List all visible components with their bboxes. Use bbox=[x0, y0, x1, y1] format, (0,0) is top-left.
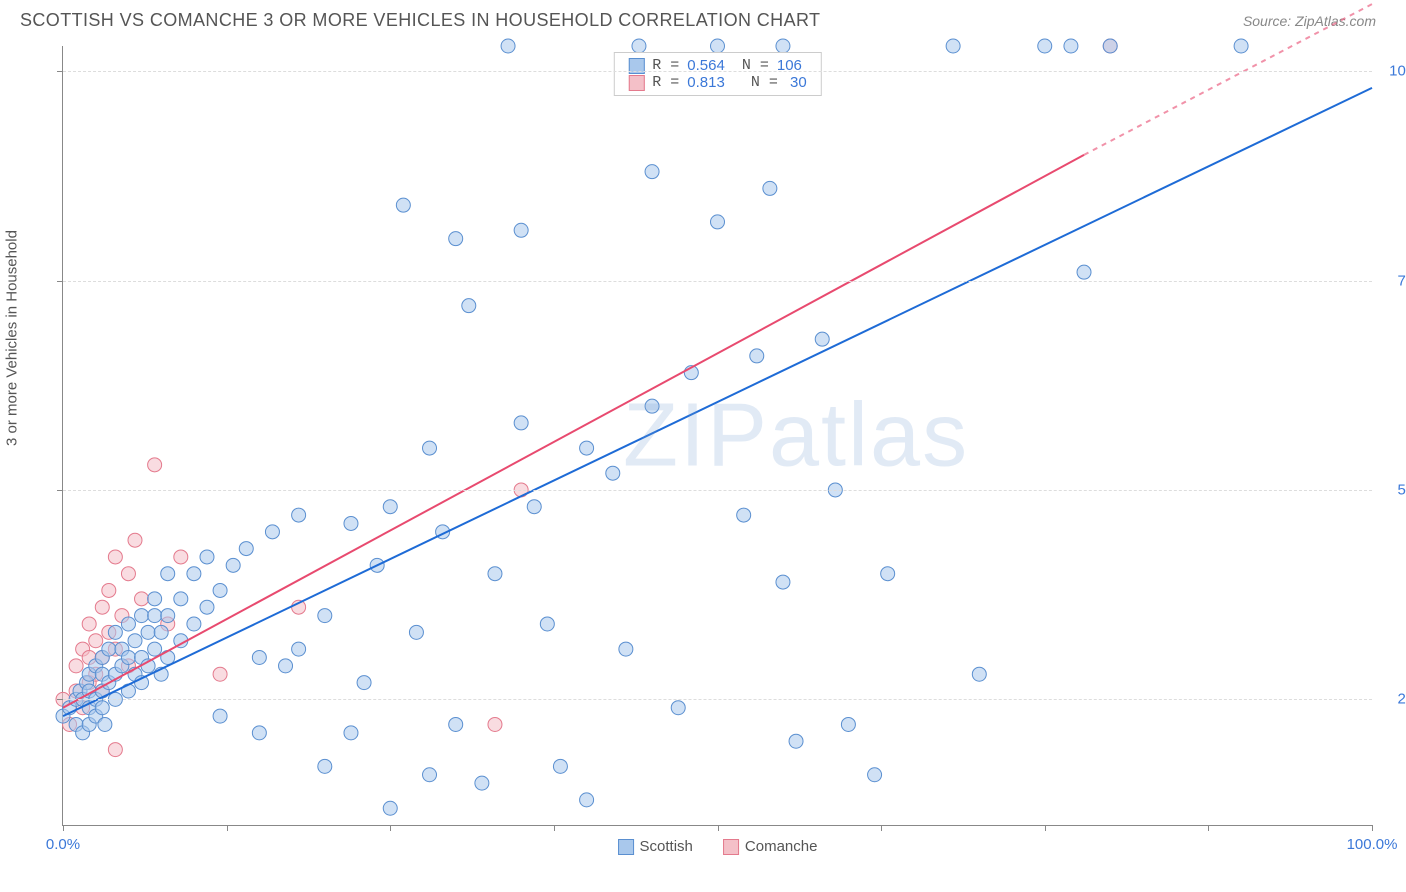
series-legend: Scottish Comanche bbox=[618, 838, 818, 855]
swatch-comanche bbox=[628, 75, 644, 91]
y-tick-label: 100.0% bbox=[1389, 63, 1406, 80]
y-tick-label: 25.0% bbox=[1397, 691, 1406, 708]
stats-legend-box: R =0.564 N =106 R =0.813 N = 30 bbox=[613, 52, 821, 96]
y-tick-label: 50.0% bbox=[1397, 481, 1406, 498]
chart-source: Source: ZipAtlas.com bbox=[1243, 13, 1376, 29]
x-tick-label: 0.0% bbox=[46, 836, 80, 853]
chart-title: SCOTTISH VS COMANCHE 3 OR MORE VEHICLES … bbox=[20, 10, 820, 31]
legend-swatch-comanche bbox=[723, 839, 739, 855]
legend-item-comanche: Comanche bbox=[723, 838, 818, 855]
stats-row-comanche: R =0.813 N = 30 bbox=[628, 74, 806, 91]
scatter-plot-svg bbox=[63, 46, 1372, 825]
y-tick-label: 75.0% bbox=[1397, 272, 1406, 289]
chart-plot-area: ZIPatlas R =0.564 N =106 R =0.813 N = 30… bbox=[62, 46, 1372, 826]
y-axis-label: 3 or more Vehicles in Household bbox=[4, 230, 21, 446]
legend-label-comanche: Comanche bbox=[745, 838, 818, 855]
legend-item-scottish: Scottish bbox=[618, 838, 693, 855]
legend-swatch-scottish bbox=[618, 839, 634, 855]
x-tick-label: 100.0% bbox=[1347, 836, 1398, 853]
legend-label-scottish: Scottish bbox=[640, 838, 693, 855]
